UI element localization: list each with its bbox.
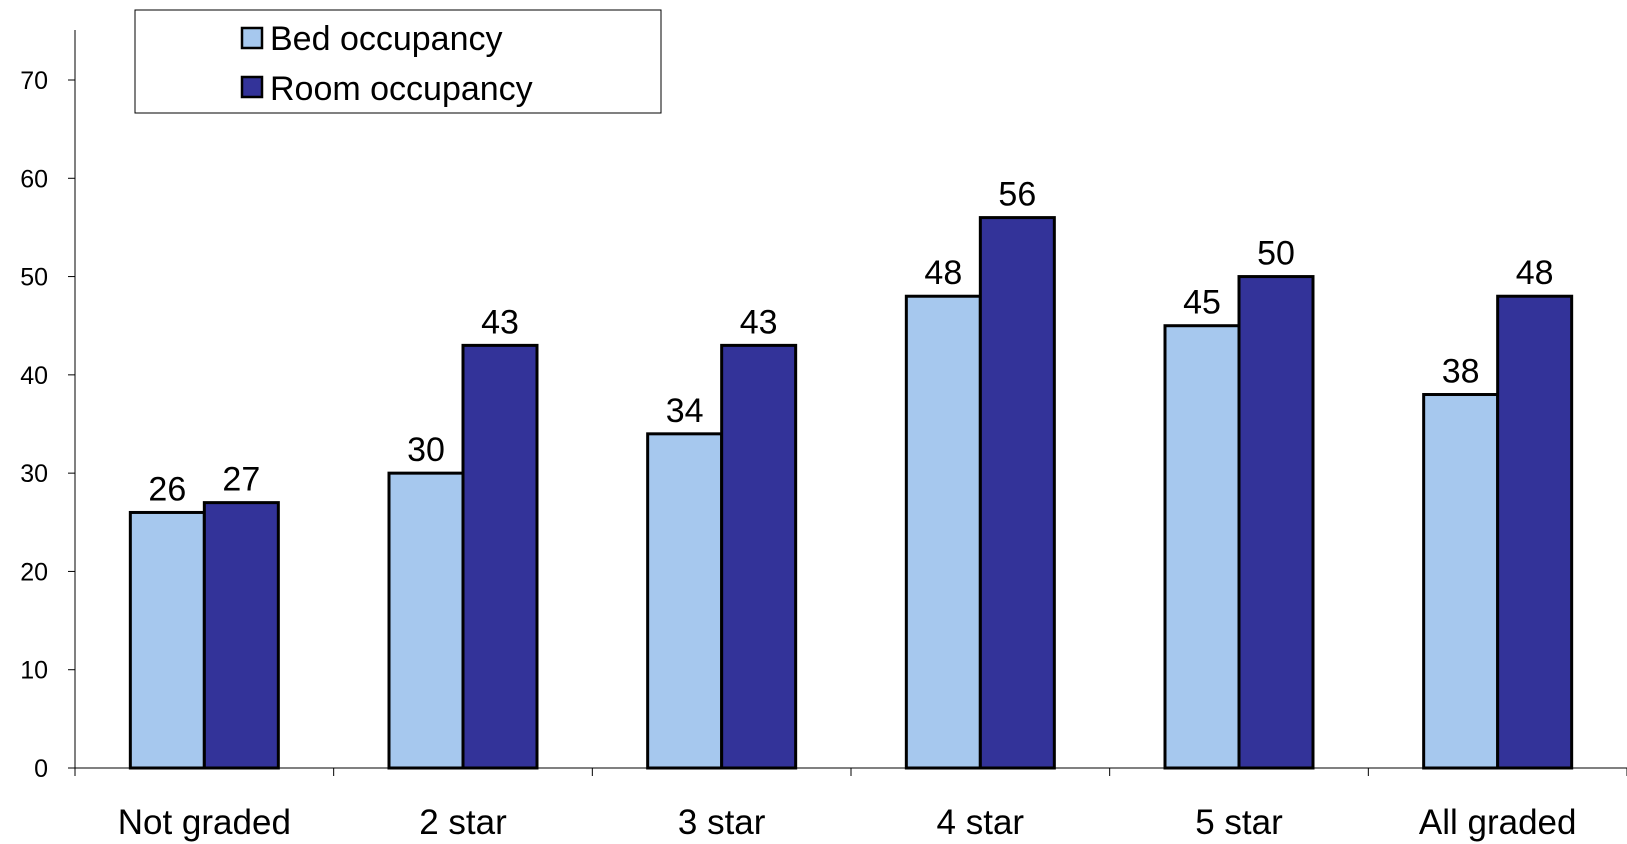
data-label-bed: 26 [148,470,186,508]
bar-room [461,343,539,770]
bar-room [978,216,1056,770]
data-label-room: 48 [1516,254,1554,292]
y-axis: 0 10 20 30 40 50 60 70 [20,30,76,783]
y-tick-label: 0 [34,755,48,783]
legend-label-room: Room occupancy [270,70,533,108]
x-axis: Not graded 2 star 3 star 4 star 5 star All gr… [74,767,1627,842]
data-label-bed: 38 [1442,353,1480,391]
data-label-room: 27 [222,461,260,499]
data-label-room: 50 [1257,235,1295,273]
bar-bed [646,432,724,770]
data-label-bed: 45 [1183,284,1221,322]
legend-swatch-room [240,75,264,99]
legend-swatch-bed [240,26,264,50]
bar-bed [387,471,465,770]
bar-bed [1163,324,1241,770]
y-tick-label: 40 [20,362,48,390]
data-label-room: 43 [481,303,519,341]
data-label-bed: 48 [924,254,962,292]
data-labels: 26 30 34 48 45 38 27 43 43 56 50 48 [148,176,1553,509]
x-category-label: 5 star [1195,803,1283,842]
x-category-label: 2 star [419,803,507,842]
data-label-room: 56 [998,176,1036,214]
bar-room [1496,294,1574,770]
legend: Bed occupancy Room occupancy [134,9,662,114]
data-label-room: 43 [740,303,778,341]
y-tick-label: 70 [20,67,48,95]
data-label-bed: 30 [407,431,445,469]
y-tick-label: 50 [20,264,48,292]
bar-bed [904,294,982,770]
bar-bed [128,510,206,770]
x-category-label: 4 star [937,803,1025,842]
y-tick-label: 10 [20,657,48,685]
x-category-label: Not graded [118,803,291,842]
bar-room [1237,275,1315,770]
y-tick-label: 30 [20,460,48,488]
bar-bed [1422,393,1500,770]
y-tick-label: 60 [20,165,48,193]
bar-room [720,343,798,770]
y-tick-label: 20 [20,558,48,586]
legend-label-bed: Bed occupancy [270,20,503,58]
legend-frame [134,9,662,114]
data-label-bed: 34 [666,392,704,430]
x-category-label: 3 star [678,803,766,842]
bars [128,216,1574,770]
bar-room [202,501,280,770]
x-category-label: All graded [1419,803,1577,842]
